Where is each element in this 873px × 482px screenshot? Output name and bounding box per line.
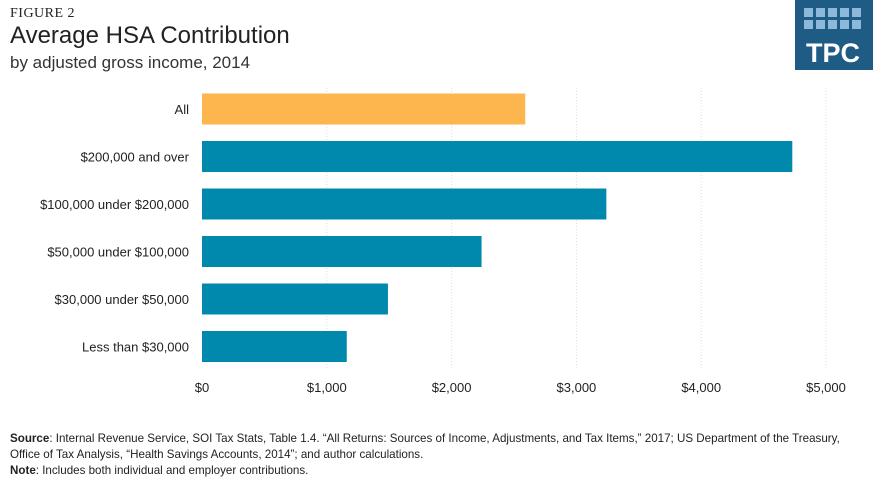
x-tick-label: $2,000 bbox=[432, 380, 472, 395]
category-label: $100,000 under $200,000 bbox=[40, 197, 189, 212]
tpc-logo: TPC bbox=[795, 0, 873, 70]
bar bbox=[202, 141, 793, 172]
bar bbox=[202, 331, 347, 362]
bar bbox=[202, 283, 388, 315]
bar bbox=[202, 236, 482, 267]
chart-subtitle: by adjusted gross income, 2014 bbox=[10, 53, 251, 72]
chart-title: Average HSA Contribution bbox=[10, 22, 290, 49]
category-label: $50,000 under $100,000 bbox=[47, 245, 189, 260]
x-tick-label: $5,000 bbox=[806, 380, 846, 395]
x-tick-labels: $0 $1,000 $2,000 $3,000 $4,000 $5,000 bbox=[195, 380, 846, 395]
x-tick-label: $4,000 bbox=[681, 380, 721, 395]
x-tick-label: $1,000 bbox=[307, 380, 347, 395]
category-label: $200,000 and over bbox=[81, 150, 190, 165]
grid-lines bbox=[326, 88, 827, 368]
figure-label: FIGURE 2 bbox=[10, 6, 76, 21]
bar bbox=[202, 188, 607, 220]
category-labels: All $200,000 and over $100,000 under $200,… bbox=[40, 102, 190, 355]
category-label: Less than $30,000 bbox=[82, 340, 189, 355]
source-text: : Internal Revenue Service, SOI Tax Stat… bbox=[10, 432, 840, 461]
category-label: All bbox=[175, 102, 190, 117]
footer: Source: Internal Revenue Service, SOI Ta… bbox=[10, 431, 865, 479]
category-label: $30,000 under $50,000 bbox=[55, 292, 189, 307]
bars bbox=[202, 93, 793, 362]
source-label: Source bbox=[10, 432, 50, 445]
x-tick-label: $3,000 bbox=[557, 380, 597, 395]
note-text: : Includes both individual and employer … bbox=[35, 464, 309, 477]
bar-chart: All $200,000 and over $100,000 under $200,… bbox=[40, 88, 846, 395]
logo-grid-icon bbox=[804, 8, 861, 29]
logo-text: TPC bbox=[806, 38, 860, 68]
x-tick-label: $0 bbox=[195, 380, 209, 395]
bar bbox=[202, 93, 526, 125]
note-label: Note bbox=[10, 464, 36, 477]
